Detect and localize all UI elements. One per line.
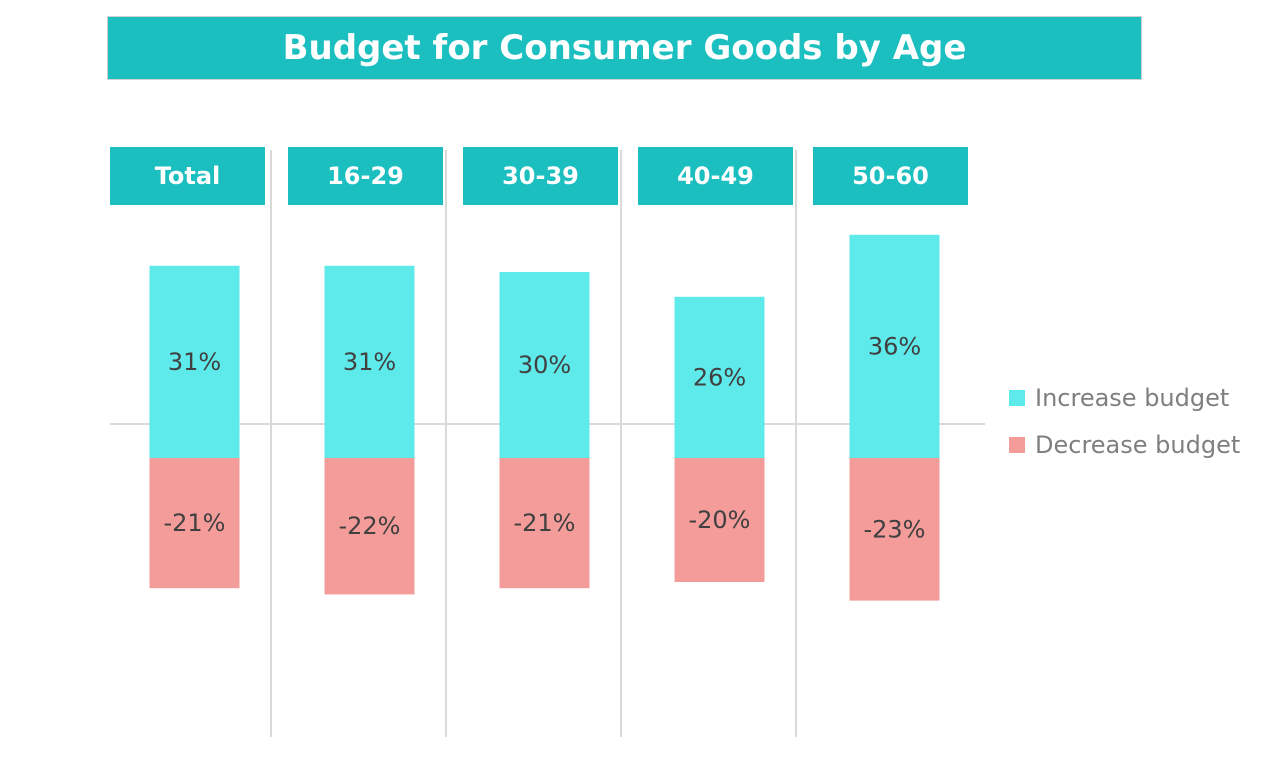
category-header (288, 147, 443, 205)
bar-decrease (674, 458, 765, 582)
data-label-increase: 30% (518, 351, 571, 379)
bar-decrease (324, 458, 415, 595)
bar-increase (849, 234, 940, 458)
legend-item-decrease: Decrease budget (1009, 429, 1240, 461)
data-label-decrease: -23% (863, 515, 925, 543)
data-label-decrease: -22% (338, 512, 400, 540)
chart-title: Budget for Consumer Goods by Age (108, 17, 1141, 79)
category-header (813, 147, 968, 205)
category-label: 30-39 (502, 162, 579, 190)
legend: Increase budget Decrease budget (1009, 382, 1240, 476)
data-label-increase: 36% (868, 332, 921, 360)
category-label: Total (155, 162, 221, 190)
data-label-increase: 31% (168, 348, 221, 376)
data-label-increase: 31% (343, 348, 396, 376)
data-label-decrease: -20% (688, 506, 750, 534)
bar-decrease (849, 458, 940, 601)
bar-increase (674, 296, 765, 458)
legend-swatch-decrease (1009, 437, 1025, 453)
data-label-decrease: -21% (513, 509, 575, 537)
chart-plot: Total 31% -21% 16-29 31% -22% 30-39 30% -21% 40-4… (110, 147, 985, 737)
legend-swatch-increase (1009, 390, 1025, 406)
category-header (110, 147, 265, 205)
legend-label-increase: Increase budget (1035, 384, 1230, 412)
category-label: 16-29 (327, 162, 404, 190)
legend-label-decrease: Decrease budget (1035, 431, 1241, 459)
category-header (463, 147, 618, 205)
bar-increase (324, 265, 415, 458)
category-label: 40-49 (677, 162, 754, 190)
bar-increase (499, 272, 590, 458)
data-label-decrease: -21% (163, 509, 225, 537)
bar-decrease (499, 458, 590, 589)
category-header (638, 147, 793, 205)
bar-decrease (149, 458, 240, 589)
legend-item-increase: Increase budget (1009, 382, 1240, 414)
category-label: 50-60 (852, 162, 929, 190)
bar-increase (149, 265, 240, 458)
data-label-increase: 26% (693, 363, 746, 391)
